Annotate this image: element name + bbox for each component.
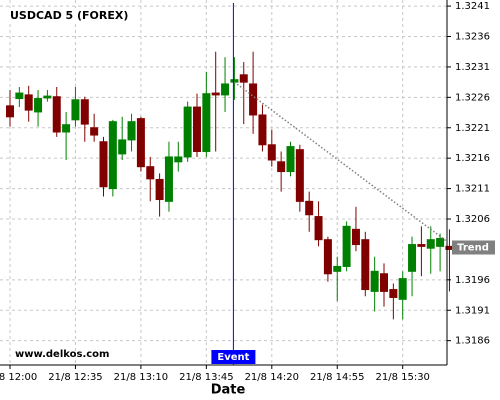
y-tick-label: 1.3236	[455, 32, 490, 43]
y-tick-label: 1.3211	[455, 184, 490, 195]
candle-body	[193, 106, 201, 152]
candle-body	[351, 228, 360, 246]
candle-body	[333, 265, 342, 272]
candle-body	[174, 156, 183, 163]
title-background	[6, 8, 122, 23]
x-tick-label: 21/8 15:30	[375, 372, 429, 383]
plot-area	[0, 0, 454, 365]
x-tick-label: 21/8 13:10	[114, 372, 168, 383]
candle-body	[71, 99, 80, 121]
candle-body	[361, 239, 370, 291]
chart-title: USDCAD 5 (FOREX)	[10, 9, 128, 22]
candle-body	[146, 166, 155, 180]
candle-body	[398, 278, 407, 300]
watermark: www.delkos.com	[15, 349, 109, 360]
candle-body	[305, 200, 314, 216]
candle-body	[136, 118, 145, 168]
event-label-box	[211, 350, 256, 364]
x-tick-label: 21/8 13:45	[179, 372, 233, 383]
candle-body	[323, 239, 332, 275]
candle-body	[295, 149, 304, 202]
y-tick-label: 1.3221	[455, 123, 490, 134]
y-tick-label: 1.3241	[455, 1, 490, 12]
y-tick-label: 1.3186	[455, 336, 490, 347]
candle-body	[389, 289, 398, 298]
trend-line	[233, 81, 448, 243]
candle-body	[221, 83, 230, 96]
candle-body	[370, 270, 379, 292]
candle-body	[99, 141, 108, 188]
candle-body	[6, 105, 14, 118]
candle-body	[52, 96, 61, 133]
x-axis-label: Date	[211, 383, 246, 398]
candle-body	[426, 239, 435, 249]
y-tick-label: 1.3231	[455, 62, 490, 73]
candle-body	[15, 92, 24, 100]
candle-body	[314, 216, 323, 241]
x-tick-label: 21/8 12:35	[48, 372, 102, 383]
event-label: Event	[217, 352, 249, 363]
candle-body	[183, 106, 192, 158]
candle-body	[286, 146, 295, 173]
y-tick-label: 1.3206	[455, 214, 490, 225]
candle-body	[342, 225, 351, 267]
candle-body	[80, 99, 89, 125]
x-tick-label: 21/8 12:00	[0, 372, 37, 383]
candle-body	[436, 237, 445, 247]
trend-label: Trend	[457, 243, 489, 254]
candle-body	[249, 83, 258, 116]
candle-body	[202, 93, 211, 152]
candle-body	[239, 74, 248, 83]
y-tick-label: 1.3216	[455, 153, 490, 164]
candle-body	[258, 114, 267, 146]
candle-body	[127, 121, 136, 141]
trend-label-box	[452, 240, 495, 255]
y-tick-label: 1.3191	[455, 305, 490, 316]
candle-body	[230, 79, 239, 83]
y-tick-label: 1.3226	[455, 92, 490, 103]
candle-body	[164, 156, 173, 202]
candle-body	[267, 144, 276, 161]
candle-body	[90, 127, 99, 136]
y-tick-label: 1.3196	[455, 275, 490, 286]
candle-body	[408, 244, 417, 272]
candle-body	[155, 178, 164, 201]
candle-body	[211, 92, 220, 96]
candle-body	[108, 121, 117, 190]
candle-body	[43, 95, 52, 99]
x-tick-label: 21/8 14:20	[245, 372, 299, 383]
candle-body	[24, 94, 33, 111]
candle-body	[34, 98, 43, 113]
candle-body	[118, 139, 127, 155]
x-tick-label: 21/8 14:55	[310, 372, 364, 383]
candle-body	[62, 124, 71, 133]
candle-body	[380, 273, 388, 292]
candle-body	[277, 161, 286, 173]
candle-body	[417, 244, 426, 247]
